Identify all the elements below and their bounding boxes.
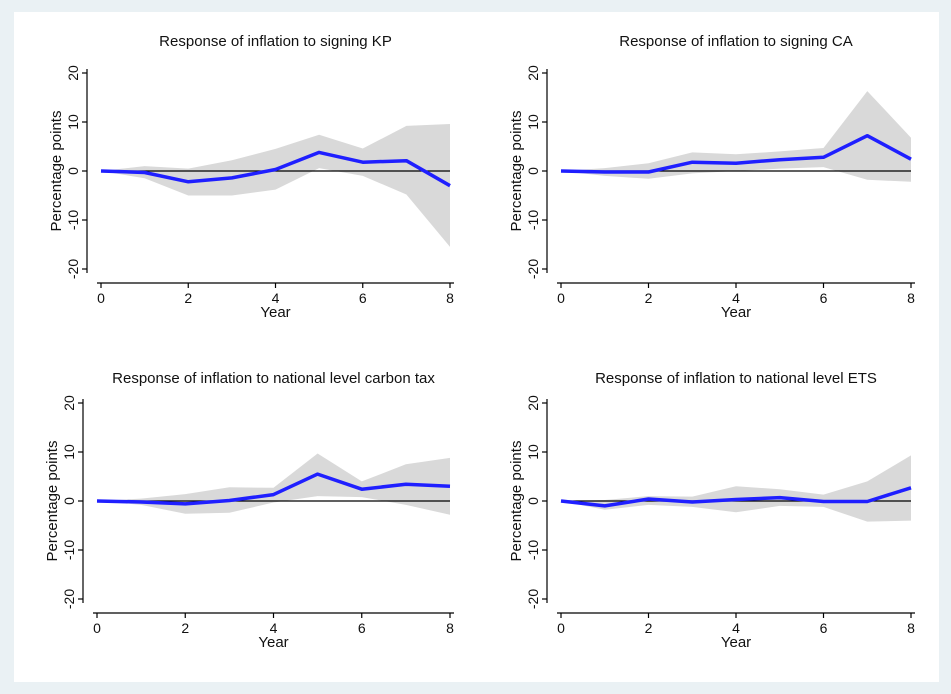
- y-tick-label: 10: [525, 444, 541, 460]
- y-axis-label: Percentage points: [48, 111, 65, 232]
- y-axis-label: Percentage points: [44, 441, 61, 562]
- chart-panel-3: -20 -10 0 10 20 0 2 4 6 8 Year Percentage points Res…: [44, 370, 454, 651]
- x-tick-label: 8: [446, 290, 454, 306]
- x-tick-label: 2: [181, 620, 189, 636]
- x-tick-label: 2: [645, 290, 653, 306]
- chart-panel-4: -20 -10 0 10 20 0 2 4 6 8 Year Percentage points Res…: [508, 370, 915, 651]
- y-tick-label: -20: [525, 259, 541, 279]
- y-tick-label: 10: [61, 444, 77, 460]
- y-tick-label: -10: [61, 540, 77, 560]
- panel-title: Response of inflation to signing KP: [159, 33, 392, 50]
- confidence-band: [561, 455, 911, 522]
- response-line: [96, 472, 451, 506]
- y-tick-label: 20: [61, 395, 77, 411]
- x-tick-label: 0: [557, 290, 565, 306]
- x-axis-label: Year: [258, 634, 288, 651]
- response-line: [560, 486, 912, 508]
- x-tick-label: 2: [184, 290, 192, 306]
- x-axis-label: Year: [721, 634, 751, 651]
- chart-figure: -20 -10 0 10 20 0 2 4 6 8 Year Percentage points Res…: [14, 12, 939, 682]
- y-tick-label: 0: [65, 167, 81, 175]
- y-tick-label: 10: [65, 114, 81, 130]
- chart-panel-1: -20 -10 0 10 20 0 2 4 6 8 Year Percentage points Res…: [48, 33, 454, 321]
- x-axis-label: Year: [721, 304, 751, 321]
- y-axis-label: Percentage points: [508, 441, 525, 562]
- x-tick-label: 0: [93, 620, 101, 636]
- x-tick-label: 4: [732, 290, 740, 306]
- x-tick-label: 6: [820, 290, 828, 306]
- x-axis-label: Year: [260, 304, 290, 321]
- y-tick-label: -10: [525, 210, 541, 230]
- response-line: [560, 133, 912, 174]
- x-tick-label: 4: [732, 620, 740, 636]
- y-tick-label: 20: [525, 65, 541, 81]
- y-tick-label: 0: [61, 497, 77, 505]
- x-tick-label: 4: [272, 290, 280, 306]
- y-tick-label: 20: [65, 65, 81, 81]
- x-tick-label: 6: [820, 620, 828, 636]
- response-line: [100, 150, 451, 188]
- x-tick-label: 6: [358, 620, 366, 636]
- confidence-band: [561, 91, 911, 182]
- x-tick-label: 6: [359, 290, 367, 306]
- y-tick-label: -20: [525, 589, 541, 609]
- y-tick-label: -20: [61, 589, 77, 609]
- panel-title: Response of inflation to national level …: [595, 370, 877, 387]
- panel-title: Response of inflation to signing CA: [619, 33, 852, 50]
- y-tick-label: -10: [525, 540, 541, 560]
- x-tick-label: 0: [97, 290, 105, 306]
- x-tick-label: 0: [557, 620, 565, 636]
- y-tick-label: -20: [65, 259, 81, 279]
- x-tick-label: 2: [645, 620, 653, 636]
- confidence-band: [101, 124, 450, 247]
- confidence-band: [97, 453, 450, 515]
- x-tick-label: 4: [270, 620, 278, 636]
- x-tick-label: 8: [907, 290, 915, 306]
- y-axis-label: Percentage points: [508, 111, 525, 232]
- y-tick-label: 0: [525, 167, 541, 175]
- panel-title: Response of inflation to national level …: [112, 370, 435, 387]
- chart-panel-2: -20 -10 0 10 20 0 2 4 6 8 Year Percentage points Res…: [508, 33, 915, 321]
- x-tick-label: 8: [907, 620, 915, 636]
- x-tick-label: 8: [446, 620, 454, 636]
- y-tick-label: 0: [525, 497, 541, 505]
- y-tick-label: 20: [525, 395, 541, 411]
- y-tick-label: 10: [525, 114, 541, 130]
- y-tick-label: -10: [65, 210, 81, 230]
